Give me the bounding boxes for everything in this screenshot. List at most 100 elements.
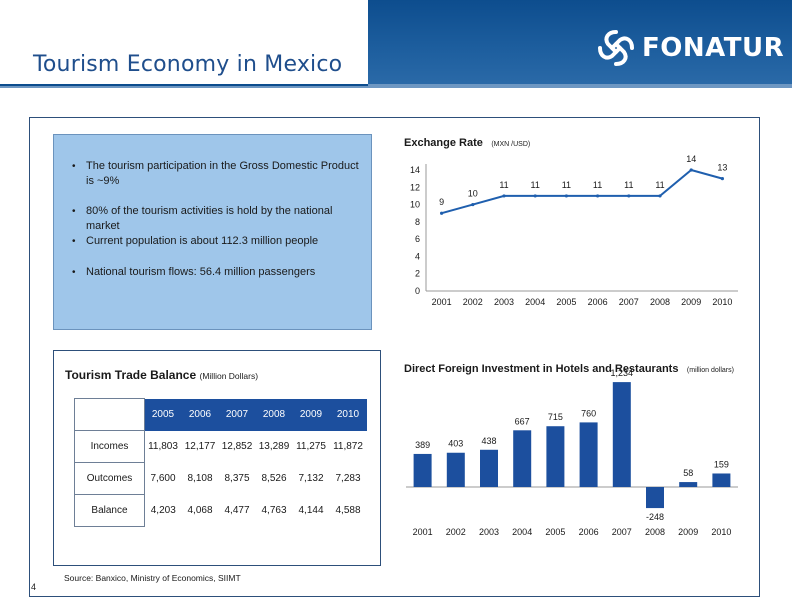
x-tick-label: 2005: [556, 297, 576, 307]
table-corner-cell: [74, 398, 145, 431]
data-point: [471, 202, 475, 207]
x-tick-label: 2006: [588, 297, 608, 307]
x-tick-label: 2002: [446, 527, 466, 537]
table-cell: 4,068: [187, 505, 213, 516]
data-point: [440, 211, 444, 215]
table-row: Incomes 11,803 12,177 12,852 13,289 11,2…: [74, 430, 367, 463]
fdi-chart: Direct Foreign Investment in Hotels and …: [396, 355, 746, 545]
exchange-rate-chart: Exchange Rate (MXN /USD) 0 2 4 6 8 10 12 14 2001…: [396, 130, 746, 315]
table-cell: 7,132: [298, 473, 324, 484]
x-tick-label: 2004: [512, 527, 532, 537]
data-label: 11: [531, 180, 540, 190]
data-label: -248: [646, 512, 664, 522]
table-header-row: 2005 2006 2007 2008 2009 2010: [74, 398, 367, 431]
table-cell: 8,526: [261, 473, 287, 484]
year-header: 2008: [255, 398, 293, 431]
data-label: 667: [515, 416, 530, 426]
year-header: 2005: [144, 398, 182, 431]
bullet-gdp: The tourism participation in the Gross D…: [68, 159, 361, 189]
fdi-bar: [679, 482, 698, 487]
data-label: 1,234: [611, 368, 634, 378]
x-tick-label: 2003: [479, 527, 499, 537]
fdi-bar: [646, 487, 664, 509]
table-cell: 4,203: [150, 505, 176, 516]
x-tick-label: 2009: [681, 297, 701, 307]
fdi-bar: [579, 422, 598, 487]
title-box: Tourism Economy in Mexico: [0, 0, 368, 86]
x-tick-label: 2001: [413, 527, 433, 537]
data-label: 159: [714, 459, 729, 469]
table-cell: 4,763: [261, 505, 287, 516]
logo-text: FONATUR: [642, 33, 785, 63]
data-point: [564, 194, 568, 198]
fdi-bar: [712, 473, 731, 487]
table-cell: 11,872: [333, 441, 363, 452]
y-tick-label: 2: [415, 269, 420, 279]
bullet-tourism-flows: National tourism flows: 56.4 million pas…: [68, 265, 361, 280]
fdi-bar: [480, 449, 498, 487]
data-label: 11: [562, 180, 571, 190]
y-tick-label: 8: [415, 217, 420, 227]
y-tick-label: 12: [410, 182, 420, 192]
data-point: [596, 194, 600, 198]
data-label: 389: [415, 440, 430, 450]
data-label: 10: [468, 189, 478, 199]
fdi-bar: [546, 426, 565, 487]
x-tick-label: 2004: [525, 297, 545, 307]
bullet-national-market: 80% of the tourism activities is hold by…: [68, 204, 361, 234]
row-label: Incomes: [74, 430, 145, 463]
table-cell: 8,375: [224, 473, 250, 484]
bullet-population: Current population is about 112.3 millio…: [68, 234, 361, 249]
table-cell: 11,803: [148, 441, 178, 452]
table-row: Balance 4,203 4,068 4,477 4,763 4,144 4,…: [74, 494, 367, 527]
year-header: 2009: [292, 398, 330, 431]
fdi-bar: [413, 453, 432, 487]
trade-balance-title-text: Tourism Trade Balance: [65, 368, 197, 382]
data-label: 715: [548, 412, 563, 422]
data-point: [533, 194, 537, 198]
x-tick-label: 2010: [712, 297, 732, 307]
data-label: 11: [624, 180, 633, 190]
data-label: 11: [655, 180, 664, 190]
header: Tourism Economy in Mexico FONATUR: [0, 0, 792, 88]
table-cell: 4,477: [224, 505, 250, 516]
data-label: 760: [581, 408, 596, 418]
trade-balance-panel: Tourism Trade Balance (Million Dollars) …: [53, 350, 381, 566]
x-tick-label: 2001: [432, 297, 452, 307]
table-cell: 7,600: [150, 473, 176, 484]
data-label: 438: [481, 436, 496, 446]
x-tick-label: 2008: [650, 297, 670, 307]
trade-balance-table: 2005 2006 2007 2008 2009 2010 Incomes 11…: [74, 398, 367, 527]
data-label: 58: [683, 468, 693, 478]
data-label: 11: [499, 180, 508, 190]
fdi-unit: (million dollars): [687, 367, 734, 374]
data-label: 13: [717, 163, 727, 173]
x-tick-label: 2007: [612, 527, 632, 537]
data-label: 403: [448, 439, 463, 449]
data-point: [658, 194, 662, 198]
x-tick-label: 2010: [711, 527, 731, 537]
x-tick-label: 2008: [645, 527, 665, 537]
table-cell: 12,177: [184, 441, 216, 452]
y-tick-label: 14: [410, 165, 420, 175]
year-header: 2006: [181, 398, 219, 431]
table-cell: 4,588: [335, 505, 361, 516]
x-tick-label: 2002: [463, 297, 483, 307]
data-label: 9: [439, 197, 444, 207]
data-point: [502, 194, 506, 198]
year-header: 2007: [218, 398, 256, 431]
header-divider: [0, 84, 792, 88]
page-title: Tourism Economy in Mexico: [33, 52, 343, 77]
key-facts-panel: The tourism participation in the Gross D…: [53, 134, 372, 330]
row-label: Balance: [74, 494, 145, 527]
source-note: Source: Banxico, Ministry of Economics, …: [64, 573, 241, 583]
page-number: 4: [31, 582, 37, 592]
y-tick-label: 6: [415, 234, 420, 244]
fdi-title: Direct Foreign Investment in Hotels and …: [404, 363, 678, 375]
table-cell: 12,852: [221, 441, 253, 452]
data-point: [689, 168, 693, 172]
trade-balance-unit: (Million Dollars): [199, 371, 259, 381]
table-cell: 11,275: [296, 441, 326, 452]
x-tick-label: 2009: [678, 527, 698, 537]
x-tick-label: 2007: [619, 297, 639, 307]
